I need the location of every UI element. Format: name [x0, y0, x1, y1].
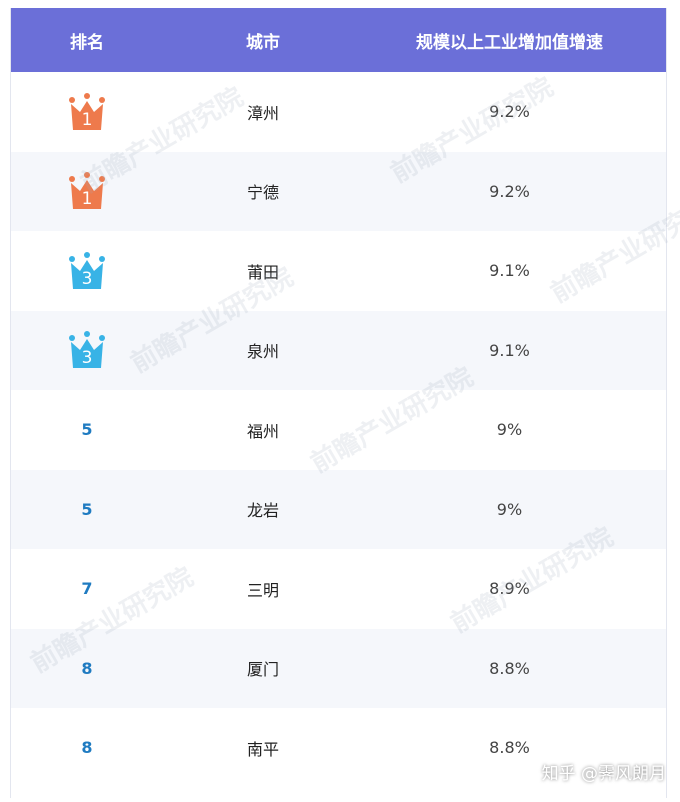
crown-icon: 3	[68, 251, 106, 291]
growth-value-cell: 8.9%	[489, 579, 530, 599]
table-row: 8 厦门 8.8%	[11, 628, 666, 708]
city-cell: 厦门	[246, 660, 279, 680]
table-row: 5 龙岩 9%	[11, 469, 666, 549]
growth-value-cell: 9.1%	[489, 261, 530, 281]
growth-value-cell: 8.8%	[489, 658, 530, 678]
city-cell: 三明	[246, 580, 279, 600]
rank-cell: 1	[11, 171, 163, 211]
table-header: 排名 城市 规模以上工业增加值增速	[11, 8, 666, 72]
table-row: 1 宁德 9.2%	[11, 151, 666, 231]
table-row: 7 三明 8.9%	[11, 549, 666, 629]
table-row: 1 漳州 9.2%	[11, 72, 666, 152]
rank-number: 7	[81, 579, 93, 599]
rank-number: 5	[81, 499, 93, 519]
rank-cell: 5	[11, 500, 163, 519]
rank-cell: 7	[11, 579, 163, 598]
city-cell: 莆田	[246, 262, 279, 282]
header-city: 城市	[246, 32, 280, 53]
rank-cell: 8	[11, 738, 163, 757]
header-value: 规模以上工业增加值增速	[416, 32, 603, 53]
crown-icon: 3	[68, 330, 106, 370]
svg-text:1: 1	[82, 110, 93, 130]
svg-text:1: 1	[82, 189, 93, 209]
svg-text:3: 3	[82, 269, 93, 289]
table-row: 8 南平 8.8%	[11, 708, 666, 788]
svg-text:3: 3	[82, 348, 93, 368]
rank-cell: 5	[11, 420, 163, 439]
growth-value-cell: 9%	[496, 420, 523, 440]
city-cell: 龙岩	[246, 501, 279, 521]
growth-value-cell: 9.2%	[489, 181, 530, 201]
city-cell: 宁德	[246, 183, 279, 203]
table-row: 3 莆田 9.1%	[11, 231, 666, 311]
rank-cell: 1	[11, 92, 163, 132]
city-cell: 泉州	[246, 342, 279, 362]
header-rank: 排名	[70, 32, 104, 53]
rank-number: 8	[81, 658, 93, 678]
rank-cell: 3	[11, 251, 163, 291]
city-cell: 南平	[246, 739, 279, 759]
table-row: 3 泉州 9.1%	[11, 310, 666, 390]
growth-value-cell: 9%	[496, 499, 523, 519]
crown-icon: 1	[68, 92, 106, 132]
table-body: 1 漳州 9.2% 1 宁德 9.2% 3 莆田 9.1% 3 泉州 9.1% 5 福州 9% 5 龙岩 9% 7 三…	[11, 72, 666, 788]
author-credit: 知乎 @霁风朗月	[541, 764, 666, 784]
growth-value-cell: 8.8%	[489, 738, 530, 758]
growth-value-cell: 9.2%	[489, 102, 530, 122]
crown-icon: 1	[68, 171, 106, 211]
city-cell: 福州	[246, 421, 279, 441]
rank-number: 8	[81, 738, 93, 758]
rank-cell: 3	[11, 330, 163, 370]
ranking-table: 排名 城市 规模以上工业增加值增速 1 漳州 9.2% 1 宁德 9.2% 3 莆田 9.1% 3…	[10, 8, 667, 798]
city-cell: 漳州	[246, 103, 279, 123]
rank-cell: 8	[11, 659, 163, 678]
table-row: 5 福州 9%	[11, 390, 666, 470]
rank-number: 5	[81, 420, 93, 440]
growth-value-cell: 9.1%	[489, 340, 530, 360]
